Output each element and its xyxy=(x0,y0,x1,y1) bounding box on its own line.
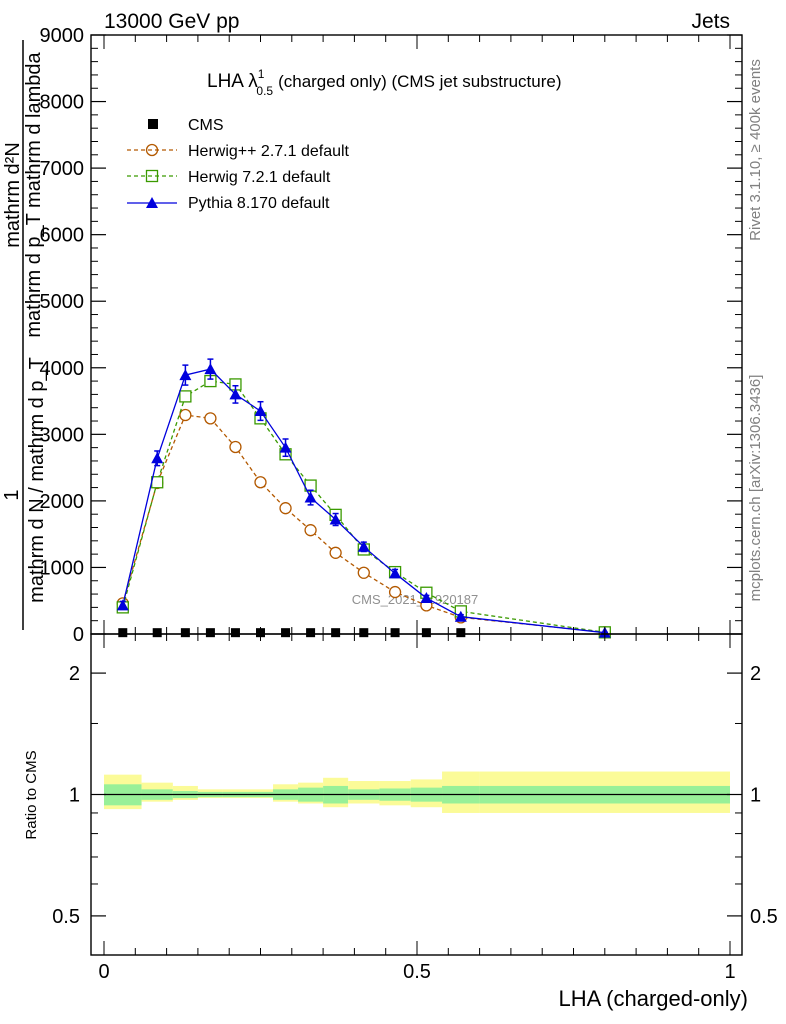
ratio-y-tick-label-right: 0.5 xyxy=(750,906,778,928)
ratio-y-tick-label-left: 1 xyxy=(69,785,80,807)
main-y-tick-label: 9000 xyxy=(40,25,85,47)
pythia-8-170-default-point xyxy=(420,592,433,604)
ratio-panel-frame xyxy=(90,633,743,956)
cms-data-point xyxy=(180,628,190,638)
main-y-tick-label: 3000 xyxy=(40,424,85,446)
y-label-dpt-dlambda: mathrm d p_T mathrm d lambda xyxy=(23,51,45,337)
herwig-2-7-1-default-point xyxy=(279,502,292,515)
herwig-7-2-1-default-point xyxy=(179,390,192,403)
pythia-8-170-default-point xyxy=(304,491,317,503)
main-y-tick-label: 1000 xyxy=(40,557,85,579)
header-jets-label: Jets xyxy=(691,10,730,33)
cms-data-point xyxy=(359,628,369,638)
herwig-2-7-1-default-point xyxy=(357,566,370,579)
header-energy-label: 13000 GeV pp xyxy=(104,10,239,33)
main-y-axis-label: mathrm d²N mathrm d p_T mathrm d lambda … xyxy=(1,40,48,630)
pythia-8-170-default-point xyxy=(229,388,242,400)
herwig-2-7-1-default-point xyxy=(304,524,317,537)
pythia-8-170-default-point xyxy=(151,452,164,464)
cms-data-point xyxy=(421,628,431,638)
y-label-dn-dpt: mathrm d N / mathrm d p_T xyxy=(26,357,48,603)
cms-data-point xyxy=(205,628,215,638)
x-axis-label: LHA (charged-only) xyxy=(558,986,748,1011)
cms-data-point xyxy=(281,628,291,638)
legend-herwig7-marker xyxy=(145,169,159,183)
legend: CMS Herwig++ 2.7.1 default Herwig 7.2.1 … xyxy=(127,117,350,212)
pythia-8-170-default-point xyxy=(357,540,370,552)
main-y-tick-label: 2000 xyxy=(40,491,85,513)
y-label-d2n: mathrm d²N xyxy=(2,142,24,248)
legend-herwig7-label: Herwig 7.2.1 default xyxy=(188,169,331,186)
main-y-tick-label: 4000 xyxy=(40,358,85,380)
herwig-2-7-1-default-point xyxy=(229,440,242,454)
ratio-x-tick-label: 1 xyxy=(724,961,735,983)
main-y-tick-label: 5000 xyxy=(40,291,85,313)
ratio-y-tick-label-right: 1 xyxy=(750,785,761,807)
ratio-x-tick-label: 0 xyxy=(98,961,109,983)
ratio-y-tick-label-right: 2 xyxy=(750,663,761,685)
pythia-8-170-default-point xyxy=(204,363,217,375)
pythia-8-170-default-point xyxy=(389,567,402,579)
legend-cms-marker xyxy=(148,119,158,129)
ratio-y-tick-label-left: 0.5 xyxy=(52,906,80,928)
main-y-tick-label: 6000 xyxy=(40,225,85,247)
ratio-y-tick-label-left: 2 xyxy=(69,663,80,685)
legend-cms-label: CMS xyxy=(188,117,224,134)
pythia-8-170-default-point xyxy=(454,610,467,622)
legend-pythia-label: Pythia 8.170 default xyxy=(188,195,330,212)
cms-data-point xyxy=(152,628,162,638)
main-y-tick-label: 8000 xyxy=(40,92,85,114)
herwig-2-7-1-default-point xyxy=(204,412,217,425)
legend-pythia-marker xyxy=(146,197,158,208)
pythia-8-170-default-point xyxy=(116,599,129,611)
cms-data-point xyxy=(331,628,341,638)
herwig-2-7-1-default-point xyxy=(388,585,402,599)
herwig-2-7-1-default-point xyxy=(329,546,342,559)
herwig-2-7-1-default-line xyxy=(122,414,605,633)
y-label-one: 1 xyxy=(1,489,23,500)
pythia-8-170-default-line xyxy=(122,368,605,634)
pythia-8-170-default-point xyxy=(329,513,342,525)
main-y-tick-label: 0 xyxy=(73,624,84,646)
analysis-watermark: CMS_2021_I1920187 xyxy=(352,592,479,607)
ratio-x-tick-label: 0.5 xyxy=(403,961,431,983)
pythia-8-170-default-point xyxy=(179,369,192,381)
ratio-y-axis-label: Ratio to CMS xyxy=(23,750,40,839)
cms-data-point xyxy=(390,628,400,638)
pythia-8-170-default-point xyxy=(254,405,267,417)
cms-data-point xyxy=(456,628,466,638)
ratio-uncertainty-bands xyxy=(104,771,730,813)
mcplots-credit-label: mcplots.cern.ch [arXiv:1306.3436] xyxy=(747,375,764,602)
pythia-8-170-default-point xyxy=(279,441,292,453)
axes-layer: 0 1000 2000 3000 4000 5000 6000 7000 8000 9000 0 0.… xyxy=(40,25,778,983)
legend-herwigpp-label: Herwig++ 2.7.1 default xyxy=(188,143,350,160)
legend-herwigpp-marker xyxy=(145,143,159,157)
cms-data-point xyxy=(118,628,128,638)
herwig-7-2-1-default-point xyxy=(151,476,164,489)
herwig-2-7-1-default-point xyxy=(254,476,267,489)
main-y-tick-label: 7000 xyxy=(40,158,85,180)
rivet-version-label: Rivet 3.1.10, ≥ 400k events xyxy=(747,59,764,241)
cms-data-point xyxy=(306,628,316,638)
plot-title: LHA λ1 0.5 (charged only) (CMS jet substru… xyxy=(207,67,562,98)
herwig-2-7-1-default-point xyxy=(179,408,192,422)
cms-data-point xyxy=(230,628,240,638)
